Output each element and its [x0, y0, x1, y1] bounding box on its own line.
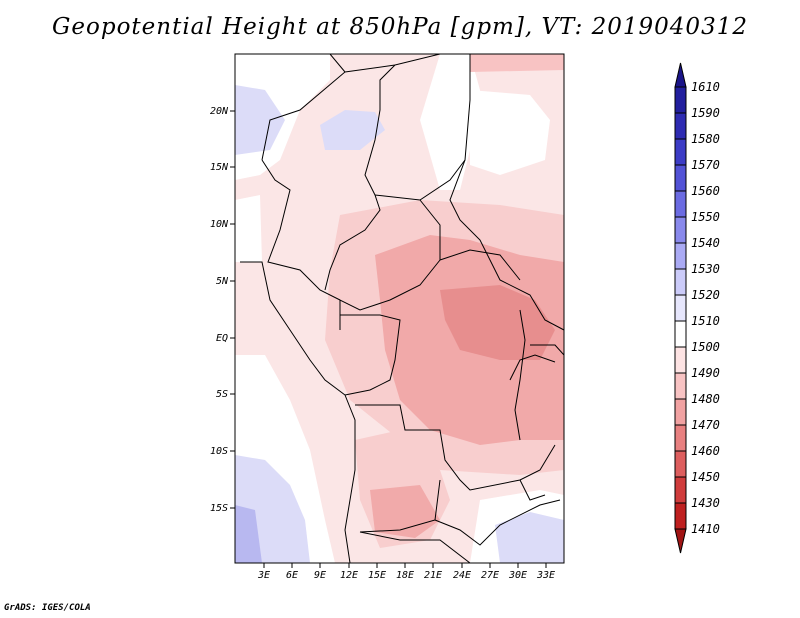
colorbar-label: 1510 — [691, 314, 720, 328]
lon-tick-label: 6E — [286, 570, 298, 581]
colorbar-label: 1450 — [691, 470, 720, 484]
colorbar-label: 1540 — [691, 236, 720, 250]
colorbar-label: 1480 — [691, 392, 720, 406]
lat-tick-label: 15N — [210, 162, 229, 173]
colorbar-swatch — [674, 294, 687, 322]
map-title: Geopotential Height at 850hPa [gpm], VT:… — [52, 14, 748, 40]
colorbar-swatch — [674, 502, 687, 530]
colorbar-label: 1430 — [691, 496, 720, 510]
lat-tick-label: 15S — [210, 503, 228, 514]
colorbar-label: 1610 — [691, 80, 720, 94]
colorbar-label: 1500 — [691, 340, 720, 354]
lon-tick-label: 3E — [257, 570, 270, 581]
colorbar-label: 1460 — [691, 444, 720, 458]
colorbar-swatch — [674, 346, 687, 374]
lat-tick-label: 5S — [216, 389, 228, 400]
colorbar-swatch — [674, 372, 687, 400]
lat-axis: 20N 15N 10N 5N EQ 5S 10S 15S — [210, 106, 235, 514]
colorbar-label: 1490 — [691, 366, 720, 380]
colorbar-label: 1590 — [691, 106, 720, 120]
map-frame — [234, 53, 565, 564]
colorbar-swatch — [674, 190, 687, 218]
lon-tick-label: 9E — [314, 570, 326, 581]
colorbar-swatch — [674, 86, 687, 114]
lon-tick-label: 15E — [368, 570, 386, 581]
colorbar-label: 1550 — [691, 210, 720, 224]
colorbar-label: 1410 — [691, 522, 720, 536]
colorbar-swatch — [674, 398, 687, 426]
lon-tick-label: 18E — [396, 570, 414, 581]
colorbar-label: 1580 — [691, 132, 720, 146]
colorbar-label: 1530 — [691, 262, 720, 276]
colorbar-label: 1470 — [691, 418, 720, 432]
lon-tick-label: 27E — [481, 570, 499, 581]
lon-tick-label: 33E — [536, 570, 555, 581]
colorbar-swatch — [674, 320, 687, 348]
colorbar-label: 1570 — [691, 158, 720, 172]
lat-tick-label: 10N — [210, 219, 229, 230]
lon-tick-label: 30E — [508, 570, 527, 581]
colorbar-swatch — [674, 424, 687, 452]
lon-tick-label: 21E — [424, 570, 442, 581]
colorbar-swatch — [674, 216, 687, 244]
lon-axis: 3E 6E 9E 12E 15E 18E 21E 24E 27E 30E 33E — [257, 563, 555, 581]
colorbar-bottom-arrow — [674, 528, 687, 554]
colorbar-swatch — [674, 450, 687, 478]
colorbar-swatch — [674, 476, 687, 504]
lat-tick-label: EQ — [216, 333, 228, 344]
country-borders — [240, 54, 564, 563]
colorbar-swatch — [674, 112, 687, 140]
colorbar-swatch — [674, 242, 687, 270]
colorbar-swatch — [674, 138, 687, 166]
height-field — [235, 54, 564, 563]
colorbar-label: 1520 — [691, 288, 720, 302]
lon-tick-label: 12E — [340, 570, 358, 581]
colorbar: 1610 1590 1580 1570 1560 1550 1540 1530 1520 1510… — [674, 62, 720, 554]
colorbar-top-arrow — [674, 62, 687, 88]
lat-tick-label: 5N — [216, 276, 229, 287]
lon-tick-label: 24E — [453, 570, 471, 581]
colorbar-swatch — [674, 164, 687, 192]
lat-tick-label: 20N — [210, 106, 229, 117]
colorbar-swatch — [674, 268, 687, 296]
colorbar-label: 1560 — [691, 184, 720, 198]
grads-credit: GrADS: IGES/COLA — [4, 603, 91, 613]
lat-tick-label: 10S — [210, 446, 228, 457]
